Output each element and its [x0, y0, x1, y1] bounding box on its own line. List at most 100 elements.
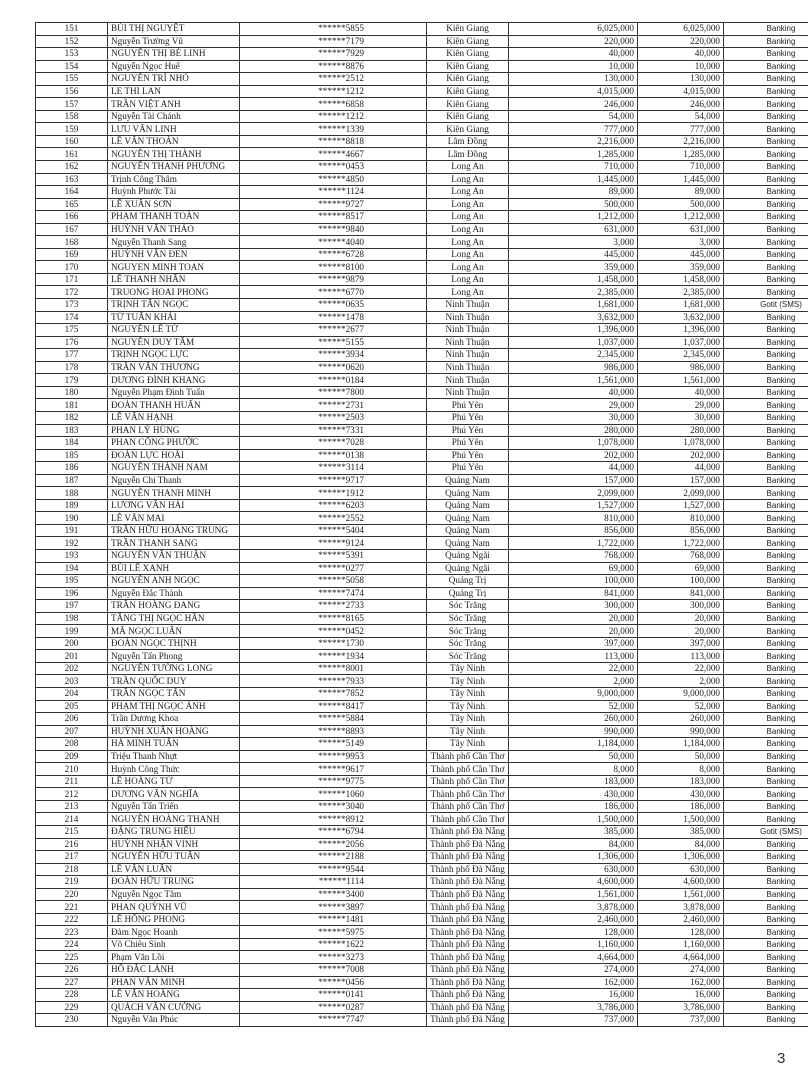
payment-method-cell: Banking — [723, 925, 808, 939]
row-number-cell: 169 — [35, 247, 108, 262]
masked-id-cell: ******2503 — [239, 410, 427, 425]
amount-cell: 841,000 — [508, 586, 638, 601]
province-cell: Thành phố Đà Nẵng — [426, 963, 509, 977]
masked-id-cell: ******4040 — [239, 235, 427, 249]
province-cell: Quảng Nam — [426, 486, 509, 500]
paid-amount-cell: 30,000 — [637, 410, 724, 425]
province-cell: Quảng Nam — [426, 536, 509, 550]
paid-amount-cell: 128,000 — [637, 925, 724, 939]
province-cell: Thành phố Cần Thơ — [426, 812, 509, 826]
paid-amount-cell: 100,000 — [637, 574, 724, 588]
amount-cell: 2,345,000 — [508, 348, 638, 362]
masked-id-cell: ******1114 — [239, 875, 427, 889]
payment-method-cell: Banking — [723, 611, 808, 626]
row-number-cell: 164 — [35, 185, 108, 199]
payment-method-cell: Banking — [723, 687, 808, 701]
row-number-cell: 202 — [35, 661, 108, 676]
masked-id-cell: ******7179 — [239, 34, 427, 49]
payment-method-cell: Banking — [723, 134, 808, 149]
masked-id-cell: ******0453 — [239, 160, 427, 174]
paid-amount-cell: 1,561,000 — [637, 887, 724, 902]
payment-method-cell: Banking — [723, 210, 808, 224]
amount-cell: 20,000 — [508, 624, 638, 638]
amount-cell: 2,460,000 — [508, 912, 638, 927]
recipient-name-cell: NGUYỄN VĂN THUẬN — [107, 548, 240, 563]
masked-id-cell: ******0456 — [239, 975, 427, 990]
recipient-name-cell: ĐOÀN NGỌC THỊNH — [107, 636, 240, 651]
masked-id-cell: ******7747 — [239, 1013, 427, 1027]
table-row: 211 LÊ HOÀNG TỬ ******9775 Thành phố Cần Th… — [35, 774, 808, 789]
amount-cell: 186,000 — [508, 799, 638, 814]
payment-method-cell: Banking — [723, 787, 808, 801]
table-row: 170 NGUYEN MINH TOAN ******8100 Long An 359,… — [35, 260, 808, 274]
table-row: 191 TRẦN HỮU HOÀNG TRUNG ******5404 Quảng N… — [35, 523, 808, 538]
province-cell: Ninh Thuận — [426, 323, 509, 337]
paid-amount-cell: 3,878,000 — [637, 900, 724, 914]
masked-id-cell: ******0287 — [239, 1000, 427, 1015]
masked-id-cell: ******9879 — [239, 272, 427, 287]
row-number-cell: 163 — [35, 172, 108, 187]
amount-cell: 1,500,000 — [508, 812, 638, 826]
recipient-name-cell: NGUYỄN HOÀNG THANH — [107, 812, 240, 826]
recipient-name-cell: TRẦN NGỌC TẤN — [107, 687, 240, 701]
recipient-name-cell: Huỳnh Phước Tài — [107, 185, 240, 199]
table-row: 205 PHẠM THỊ NGỌC ÁNH ******8417 Tây Ninh 52… — [35, 699, 808, 714]
payment-method-cell: Banking — [723, 1000, 808, 1015]
row-number-cell: 200 — [35, 636, 108, 651]
recipient-name-cell: LÊ XUÂN SƠN — [107, 197, 240, 212]
table-row: 182 LÊ VĂN HẠNH ******2503 Phú Yên 30,000 30,… — [35, 410, 808, 425]
table-row: 224 Võ Chiêu Sinh ******1622 Thành phố Đà N… — [35, 937, 808, 952]
masked-id-cell: ******0452 — [239, 624, 427, 638]
row-number-cell: 198 — [35, 611, 108, 626]
amount-cell: 630,000 — [508, 862, 638, 877]
paid-amount-cell: 84,000 — [637, 837, 724, 852]
province-cell: Ninh Thuận — [426, 348, 509, 362]
row-number-cell: 222 — [35, 912, 108, 927]
amount-cell: 274,000 — [508, 963, 638, 977]
province-cell: Long An — [426, 160, 509, 174]
amount-cell: 1,458,000 — [508, 272, 638, 287]
paid-amount-cell: 8,000 — [637, 762, 724, 776]
amount-cell: 1,396,000 — [508, 323, 638, 337]
province-cell: Quảng Nam — [426, 498, 509, 513]
table-row: 216 HUỲNH NHẬN VINH ******2056 Thành phố Đà… — [35, 837, 808, 852]
payment-method-cell: Banking — [723, 862, 808, 877]
paid-amount-cell: 113,000 — [637, 649, 724, 663]
recipient-name-cell: LÊ VĂN LUÂN — [107, 862, 240, 877]
payment-method-cell: Banking — [723, 762, 808, 776]
province-cell: Thành phố Đà Nẵng — [426, 850, 509, 864]
payment-method-cell: Banking — [723, 360, 808, 375]
payment-method-cell: Banking — [723, 875, 808, 889]
province-cell: Thành phố Đà Nẵng — [426, 925, 509, 939]
table-row: 165 LÊ XUÂN SƠN ******9727 Long An 500,000 50… — [35, 197, 808, 212]
masked-id-cell: ******4850 — [239, 172, 427, 187]
payment-method-cell: Banking — [723, 900, 808, 914]
amount-cell: 89,000 — [508, 185, 638, 199]
paid-amount-cell: 4,664,000 — [637, 950, 724, 964]
recipient-name-cell: Trịnh Công Thâm — [107, 172, 240, 187]
province-cell: Tây Ninh — [426, 724, 509, 739]
amount-cell: 10,000 — [508, 59, 638, 74]
row-number-cell: 211 — [35, 774, 108, 789]
payment-method-cell: Banking — [723, 1013, 808, 1027]
payment-method-cell: Banking — [723, 473, 808, 488]
table-row: 193 NGUYỄN VĂN THUẬN ******5391 Quảng Ngãi 7… — [35, 548, 808, 563]
paid-amount-cell: 54,000 — [637, 109, 724, 124]
payment-method-cell: Banking — [723, 812, 808, 826]
table-row: 155 NGUYỄN TRÍ NHỎ ******2512 Kiên Giang 130… — [35, 72, 808, 86]
masked-id-cell: ******0620 — [239, 360, 427, 375]
amount-cell: 2,385,000 — [508, 285, 638, 300]
payment-method-cell: Banking — [723, 47, 808, 61]
paid-amount-cell: 2,000 — [637, 674, 724, 688]
recipient-name-cell: DƯƠNG ĐÌNH KHANG — [107, 373, 240, 387]
masked-id-cell: ******6858 — [239, 97, 427, 111]
province-cell: Phú Yên — [426, 448, 509, 463]
paid-amount-cell: 1,527,000 — [637, 498, 724, 513]
masked-id-cell: ******9840 — [239, 222, 427, 237]
paid-amount-cell: 631,000 — [637, 222, 724, 237]
recipient-name-cell: Huỳnh Công Thức — [107, 762, 240, 776]
table-row: 219 ĐOÀN HỮU TRUNG ******1114 Thành phố Đà … — [35, 875, 808, 889]
amount-cell: 84,000 — [508, 837, 638, 852]
recipient-name-cell: LÊ THANH NHÂN — [107, 272, 240, 287]
province-cell: Kiên Giang — [426, 109, 509, 124]
